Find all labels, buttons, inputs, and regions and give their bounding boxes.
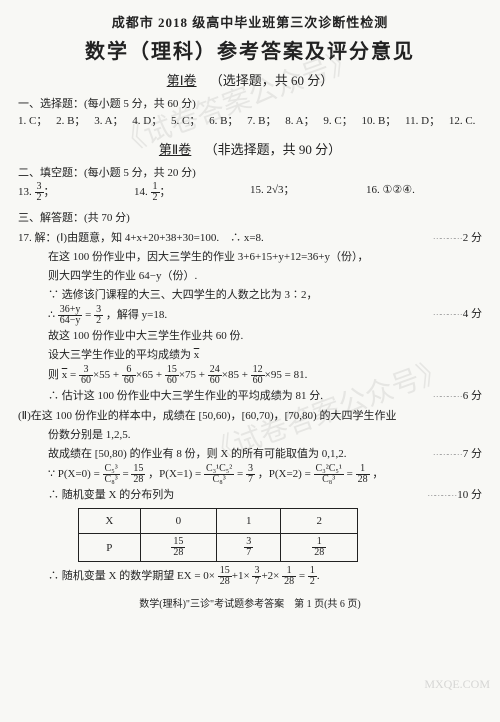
juan-2-desc: （非选择题，共 90 分） [205,142,342,157]
ans-2: 2. B； [56,113,85,131]
xbar-1: x [194,349,200,361]
f121: C₅³C₈³ [103,464,120,485]
blank-15-text: 2√3； [267,184,295,196]
section-1-head: 一、选择题：(每小题 5 分，共 60 分) [18,95,482,111]
f122b: 37 [246,464,255,485]
q17-l2: 在这 100 份作业中，因大三学生的作业 3+6+15+y+12=36+y（份）… [18,248,482,266]
juan-2-label: 第Ⅱ卷 [159,142,191,157]
f81: 360 [79,365,93,386]
f143: 128 [282,566,296,587]
q17-l13: ∴ 随机变量 X 的分布列为 [18,486,482,504]
ans-7: 7. B； [247,113,276,131]
td-0: 0 [140,509,217,534]
ans-3: 3. A； [94,113,123,131]
f122: C₃¹C₅²C₈³ [204,464,234,485]
blank-16: 16. ①②④. [366,182,482,203]
juan-1-desc: （选择题，共 60 分） [210,73,334,88]
blank-16-text: ①②④. [383,184,415,196]
ans-1: 1. C； [18,113,47,131]
section-3-head: 三、解答题：(共 70 分) [18,209,482,225]
td-1: 1 [217,509,281,534]
ans-11: 11. D； [405,113,440,131]
ans-8: 8. A； [285,113,314,131]
q17-l7: 设大三学生作业的平均成绩为 x [18,346,482,364]
blank-16-n: 16. [366,184,380,196]
q17-l4: ∵ 选修该门课程的大三、大四学生的人数之比为 3∶2， [18,286,482,304]
blank-13-tail: ； [44,186,55,198]
f123: C₃²C₅¹C₈³ [314,464,344,485]
choice-answers: 1. C； 2. B； 3. A； 4. D； 5. C； 6. B； 7. B… [18,113,482,131]
q17-l5-frac1: 36+y64−y [58,305,83,326]
ans-6: 6. B； [209,113,238,131]
juan-1-label: 第Ⅰ卷 [167,73,197,88]
exam-header: 成都市 2018 级高中毕业班第三次诊断性检测 [18,12,482,31]
doc-title: 数学（理科）参考答案及评分意见 [18,35,482,64]
blank-15-n: 15. [250,184,264,196]
q17-l12: ∵ P(X=0) = C₅³C₈³ = 1528 ，P(X=1) = C₃¹C₅… [18,464,482,485]
blank-14-frac: 12 [151,182,160,203]
td-p0: 1528 [140,534,217,562]
q17-l9: ∴ 估计这 100 份作业中大三学生作业的平均成绩为 81 分.6 分 [18,387,482,405]
score-4: 4 分 [433,305,482,323]
f84: 2460 [208,365,222,386]
blank-13-n: 13. [18,186,32,198]
blank-13-frac: 32 [35,182,44,203]
q17-l11: 故成绩在 [50,80) 的作业有 8 份，则 X 的所有可能取值为 0,1,2… [18,445,482,463]
juan-1-line: 第Ⅰ卷 （选择题，共 60 分） [18,70,482,89]
td-p2: 128 [281,534,358,562]
q17-l5: ∴ 36+y64−y = 32 ，解得 y=18. 4 分 [18,305,482,326]
score-2: 2 分 [433,229,482,247]
f144: 12 [308,566,317,587]
td-p1: 37 [217,534,281,562]
blank-14: 14. 12； [134,182,250,203]
q17-l1: 17. 解：(Ⅰ)由题意，知 4+x+20+38+30=100. ∴ x=8.2… [18,229,482,247]
ans-9: 9. C； [323,113,352,131]
ans-10: 10. B； [361,113,396,131]
f85: 1260 [251,365,265,386]
juan-2-line: 第Ⅱ卷 （非选择题，共 90 分） [18,139,482,158]
q17-l10: (Ⅱ)在这 100 份作业的样本中，成绩在 [50,60)，[60,70)，[7… [18,407,482,425]
q17-l5-frac2: 32 [94,305,103,326]
f141: 1528 [218,566,232,587]
th-p: P [79,534,141,562]
q17-l8: 则 x = 360×55 + 660×65 + 1560×75 + 2460×8… [18,365,482,386]
blank-14-n: 14. [134,186,148,198]
f82: 660 [122,365,136,386]
blank-14-tail: ； [160,186,171,198]
f121b: 1528 [131,464,145,485]
section-2-head: 二、填空题：(每小题 5 分，共 20 分) [18,164,482,180]
distribution-table: X 0 1 2 P 1528 37 128 [78,508,358,562]
score-7: 7 分 [433,445,482,463]
th-x: X [79,509,141,534]
q17-l3: 则大四学生的作业 64−y（份）. [18,267,482,285]
q17-solution: 17. 解：(Ⅰ)由题意，知 4+x+20+38+30=100. ∴ x=8.2… [18,229,482,588]
f83: 1560 [165,365,179,386]
ans-4: 4. D； [132,113,162,131]
page-footer: 数学(理科)"三诊"考试题参考答案 第 1 页(共 6 页) [18,595,482,610]
table-row: X 0 1 2 [79,509,358,534]
ans-12: 12. C. [449,113,476,131]
q17-l5a: ∴ [48,309,58,321]
td-2: 2 [281,509,358,534]
ans-5: 5. C； [171,113,200,131]
table-row: P 1528 37 128 [79,534,358,562]
q17-l10b: 份数分别是 1,2,5. [18,426,482,444]
f123b: 128 [356,464,370,485]
score-6: 6 分 [433,387,482,405]
q17-l6: 故这 100 份作业中大三学生作业共 60 份. [18,327,482,345]
blank-15: 15. 2√3； [250,182,366,203]
blank-13: 13. 32； [18,182,134,203]
q17-l14: ∴ 随机变量 X 的数学期望 EX = 0× 1528+1× 37+2× 128… [18,566,482,587]
watermark-3: MXQE.COM [424,677,490,692]
blank-answers: 13. 32； 14. 12； 15. 2√3； 16. ①②④. [18,182,482,203]
